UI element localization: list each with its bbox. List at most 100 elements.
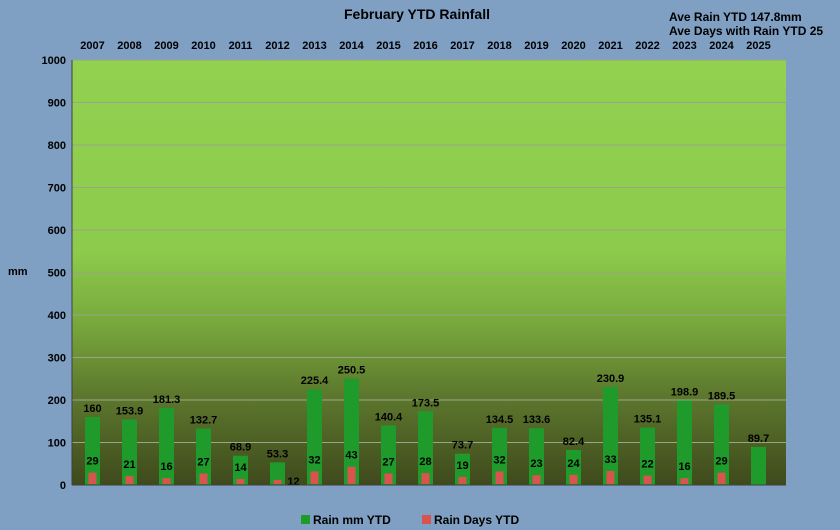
legend-swatch-rain-days [422, 515, 431, 524]
rain-value-label: 250.5 [338, 365, 366, 377]
rain-days-value-label: 29 [86, 456, 98, 468]
rain-bar-2025 [751, 446, 766, 485]
rain-days-marker-2008 [125, 476, 134, 484]
rain-value-label: 135.1 [634, 414, 662, 426]
year-label-2014: 2014 [339, 40, 364, 52]
rain-value-label: 133.6 [523, 414, 551, 426]
y-tick-label: 200 [48, 395, 66, 407]
rain-value-label: 181.3 [153, 394, 181, 406]
rain-bar-2019 [529, 428, 544, 485]
year-label-2012: 2012 [265, 40, 289, 52]
y-tick-label: 0 [60, 480, 66, 492]
y-tick-label: 400 [48, 310, 66, 322]
legend: Rain mm YTD Rain Days YTD [301, 513, 519, 527]
rain-bar-2014 [344, 378, 359, 485]
rain-days-marker-2012 [273, 479, 282, 484]
year-label-2019: 2019 [524, 40, 548, 52]
rain-days-value-label: 32 [308, 454, 320, 466]
rain-days-value-label: 19 [456, 460, 468, 472]
rain-bar-2015 [381, 425, 396, 485]
year-label-2007: 2007 [80, 40, 104, 52]
rain-days-value-label: 16 [160, 461, 172, 473]
rain-bar-2008 [122, 419, 137, 485]
rain-days-marker-2023 [680, 478, 689, 484]
average-days-note: Ave Days with Rain YTD 25 [669, 24, 823, 38]
y-tick-label: 300 [48, 353, 66, 365]
rain-days-value-label: 27 [197, 457, 209, 469]
year-label-2011: 2011 [229, 40, 253, 52]
y-tick-label: 1000 [42, 55, 66, 67]
rain-days-value-label: 27 [382, 457, 394, 469]
year-label-2021: 2021 [598, 40, 622, 52]
y-axis-ticks: 0 100 200 300 400 500 600 700 800 900 1000 [42, 55, 66, 492]
rain-bar-2023 [677, 400, 692, 485]
rain-days-marker-2014 [347, 466, 356, 484]
legend-label-rain-days: Rain Days YTD [434, 513, 519, 527]
rain-bar-2022 [640, 427, 655, 485]
rain-value-label: 225.4 [301, 375, 329, 387]
rain-days-value-label: 22 [641, 459, 653, 471]
rain-value-label: 73.7 [452, 440, 473, 452]
rain-days-value-label: 32 [493, 454, 505, 466]
rain-value-label: 230.9 [597, 373, 625, 385]
rain-value-label: 134.5 [486, 414, 514, 426]
rain-days-value-label: 16 [678, 461, 690, 473]
rain-bar-2013 [307, 389, 322, 485]
rain-bar-2016 [418, 411, 433, 485]
rain-days-value-label: 21 [123, 459, 135, 471]
rain-days-marker-2021 [606, 470, 615, 484]
rain-days-value-label: 24 [567, 458, 580, 470]
year-label-2016: 2016 [413, 40, 437, 52]
year-label-2018: 2018 [487, 40, 511, 52]
rain-days-markers: 29 21 16 27 14 12 32 43 27 28 19 32 23 24 33 22 16 29 [86, 450, 727, 488]
year-label-2024: 2024 [709, 40, 734, 52]
rain-value-label: 173.5 [412, 397, 440, 409]
rain-value-label: 189.5 [708, 390, 736, 402]
y-tick-label: 500 [48, 268, 66, 280]
year-label-2025: 2025 [746, 40, 770, 52]
y-tick-label: 700 [48, 183, 66, 195]
year-label-2017: 2017 [450, 40, 474, 52]
rain-bar-2024 [714, 404, 729, 485]
y-tick-label: 800 [48, 140, 66, 152]
rain-days-value-label: 28 [419, 456, 431, 468]
year-label-2010: 2010 [191, 40, 215, 52]
rain-days-marker-2007 [88, 472, 97, 484]
rain-days-marker-2017 [458, 476, 467, 484]
rain-days-marker-2013 [310, 471, 319, 484]
year-label-2008: 2008 [117, 40, 141, 52]
rain-days-marker-2016 [421, 473, 430, 484]
rain-bar-2009 [159, 407, 174, 485]
rain-days-marker-2024 [717, 472, 726, 484]
rain-value-label: 160 [83, 403, 101, 415]
y-tick-label: 600 [48, 225, 66, 237]
rain-days-marker-2011 [236, 479, 245, 484]
legend-label-rain-mm: Rain mm YTD [313, 513, 391, 527]
rain-bar-2007 [85, 417, 100, 485]
rain-value-label: 132.7 [190, 415, 218, 427]
rain-value-label: 198.9 [671, 386, 699, 398]
rain-value-label: 68.9 [230, 442, 251, 454]
rain-days-value-label: 43 [345, 450, 357, 462]
x-axis-year-labels: 2007 2008 2009 2010 2011 2012 2013 2014 2015 2016… [80, 40, 770, 52]
y-axis-label: mm [8, 266, 28, 278]
rain-bar-2021 [603, 386, 618, 485]
rain-value-label: 82.4 [563, 436, 585, 448]
rain-value-label: 140.4 [375, 411, 403, 423]
y-tick-label: 900 [48, 98, 66, 110]
rain-days-marker-2018 [495, 471, 504, 484]
year-label-2009: 2009 [154, 40, 178, 52]
rain-days-marker-2019 [532, 475, 541, 484]
rain-days-marker-2015 [384, 473, 393, 484]
rain-days-value-label: 33 [604, 454, 616, 466]
rain-days-marker-2009 [162, 478, 171, 484]
rain-bar-2018 [492, 427, 507, 485]
rain-days-value-label: 29 [715, 456, 727, 468]
rain-days-marker-2020 [569, 474, 578, 484]
rain-bar-2012 [270, 462, 285, 485]
rain-days-value-label: 14 [234, 462, 247, 474]
rain-value-label: 53.3 [267, 448, 288, 460]
year-label-2023: 2023 [672, 40, 696, 52]
y-tick-label: 100 [48, 438, 66, 450]
